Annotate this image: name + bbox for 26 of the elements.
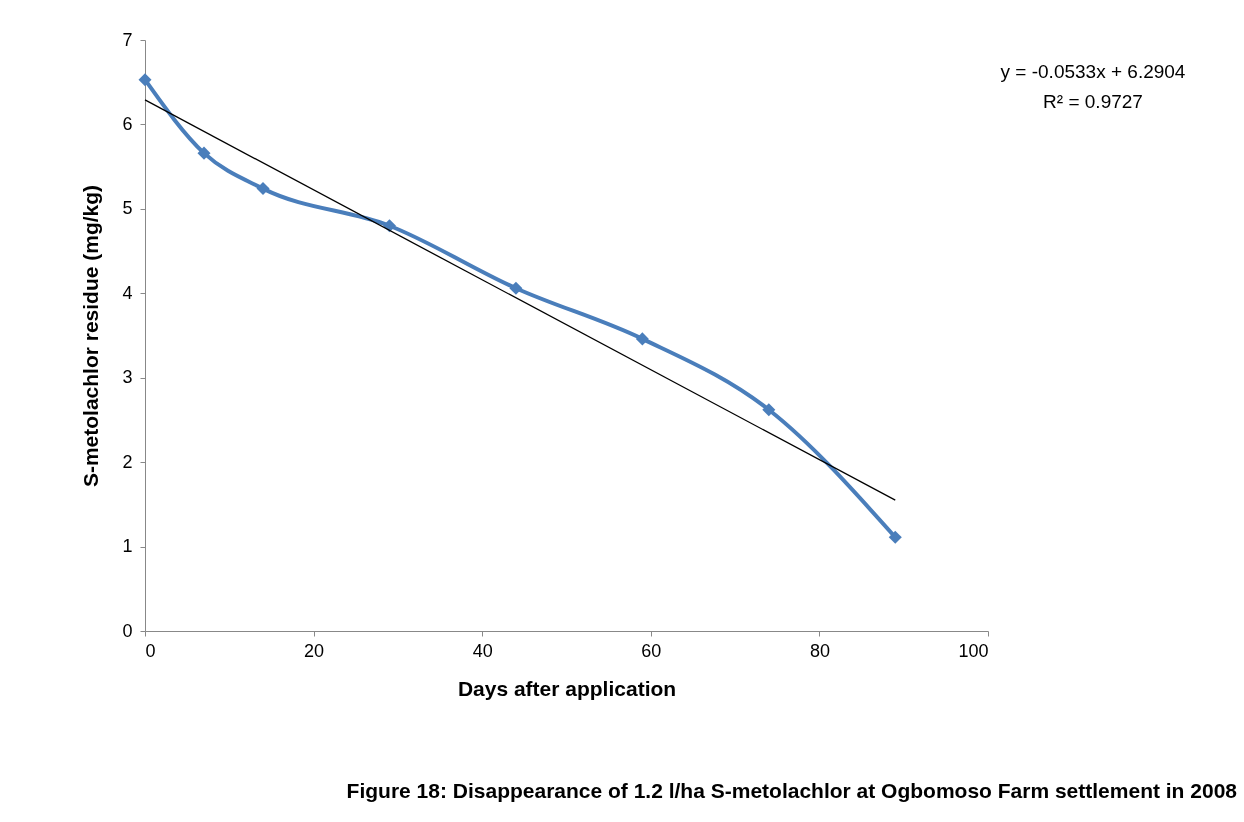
text: y = -0.0533x + 6.2904 [1000, 61, 1186, 82]
x-tick-label: 0 [145, 640, 156, 661]
x-tick-label: 40 [472, 640, 493, 661]
x-tick-label: 20 [304, 640, 325, 661]
point [256, 182, 270, 196]
caption: Figure 18: Disappearance of 1.2 l/ha S-metolachlor at Ogbomoso Farm settlement in 2008 [346, 779, 1238, 802]
x-axis-title: Days after application [457, 676, 677, 700]
point [635, 332, 649, 346]
y-tick-label: 3 [122, 367, 133, 388]
y-tick-label: 1 [122, 536, 133, 557]
y-tick-label: 4 [122, 282, 133, 303]
point [888, 530, 902, 544]
y-tick-label: 6 [122, 113, 133, 134]
y-axis-title: S-metolachlor residue (mg/kg) [79, 184, 103, 488]
point [762, 403, 776, 417]
y-tick-label: 5 [122, 198, 133, 219]
x-tick-label: 60 [641, 640, 662, 661]
x-tick-label: 100 [958, 640, 989, 661]
point [197, 146, 211, 160]
y-tick-label: 2 [122, 451, 133, 472]
text: R² = 0.9727 [1043, 91, 1143, 112]
point [138, 73, 152, 87]
y-tick-label: 7 [122, 29, 133, 50]
point [509, 281, 523, 295]
y-tick-label: 0 [122, 620, 133, 641]
x-tick-label: 80 [809, 640, 830, 661]
